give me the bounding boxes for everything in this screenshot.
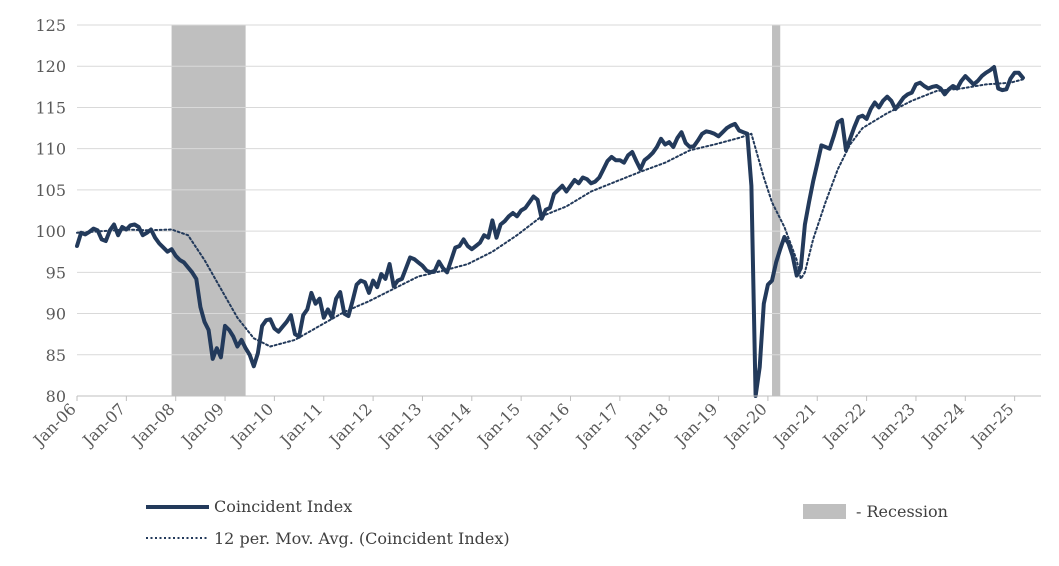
x-tick-label: Jan-22 (818, 399, 870, 451)
y-axis: 80 85 90 95 100 105 110 115 120 125 (35, 16, 66, 406)
y-tick-label: 120 (35, 57, 66, 76)
x-tick-label: Jan-09 (176, 399, 228, 451)
x-tick-label: Jan-06 (28, 399, 80, 451)
x-tick-label: Jan-13 (374, 399, 426, 451)
recession-band-2 (772, 25, 781, 396)
y-tick-label: 125 (35, 16, 66, 35)
y-tick-label: 95 (46, 263, 66, 282)
x-tick-label: Jan-24 (916, 399, 968, 451)
y-tick-label: 85 (46, 346, 66, 365)
legend-ma-label: 12 per. Mov. Avg. (Coincident Index) (214, 529, 510, 548)
legend-recession-swatch (803, 504, 846, 519)
recession-bands (171, 25, 781, 396)
series-line-moving-average (76, 78, 1024, 348)
series-line-coincident-index (75, 65, 1025, 398)
y-tick-label: 105 (35, 181, 66, 200)
x-tick-label: Jan-10 (226, 399, 278, 451)
legend-recession-label: - Recession (856, 502, 948, 521)
x-tick-label: Jan-25 (966, 399, 1018, 451)
y-tick-label: 110 (35, 140, 66, 159)
y-tick-label: 100 (35, 222, 66, 241)
y-tick-label: 90 (46, 305, 66, 324)
x-tick-label: Jan-12 (324, 399, 376, 451)
x-axis: Jan-06 Jan-07 Jan-08 Jan-09 Jan-10 Jan-11 Jan-… (28, 395, 1041, 451)
legend: Coincident Index 12 per. Mov. Avg. (Coin… (146, 497, 948, 548)
series-lines (75, 65, 1025, 398)
x-tick-label: Jan-21 (768, 399, 820, 451)
x-tick-label: Jan-11 (275, 399, 327, 451)
x-tick-label: Jan-20 (719, 399, 771, 451)
x-tick-label: Jan-08 (127, 399, 179, 451)
y-tick-label: 80 (46, 387, 66, 406)
x-tick-label: Jan-15 (472, 399, 524, 451)
y-tick-label: 115 (35, 98, 66, 117)
legend-index-label: Coincident Index (214, 497, 352, 516)
x-tick-label: Jan-16 (522, 399, 574, 451)
x-tick-label: Jan-18 (620, 399, 672, 451)
x-tick-label: Jan-19 (670, 399, 722, 451)
x-tick-label: Jan-14 (423, 399, 475, 451)
x-tick-label: Jan-23 (867, 399, 919, 451)
x-tick-label: Jan-17 (571, 399, 623, 451)
x-tick-label: Jan-07 (78, 399, 130, 451)
